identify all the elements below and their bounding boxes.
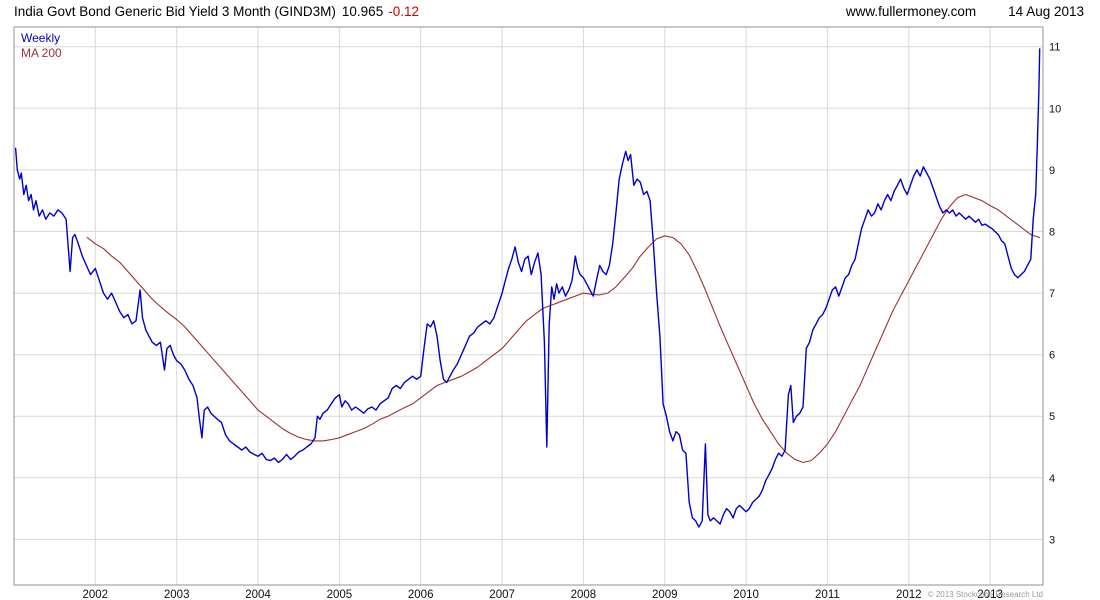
svg-text:2005: 2005: [327, 589, 353, 600]
svg-text:2004: 2004: [245, 589, 271, 600]
page-title: India Govt Bond Generic Bid Yield 3 Mont…: [14, 4, 336, 19]
svg-text:2009: 2009: [652, 589, 678, 600]
svg-text:5: 5: [1049, 411, 1055, 423]
svg-text:2010: 2010: [733, 589, 759, 600]
chart-title-block: India Govt Bond Generic Bid Yield 3 Mont…: [14, 4, 419, 19]
website-text: www.fullermoney.com: [845, 4, 977, 19]
svg-text:2002: 2002: [83, 589, 109, 600]
svg-text:2003: 2003: [164, 589, 190, 600]
chart-legend: Weekly MA 200: [21, 31, 62, 61]
svg-text:2011: 2011: [815, 589, 840, 600]
change-value: -0.12: [388, 4, 419, 19]
legend-ma200-label: MA 200: [21, 46, 62, 60]
svg-text:9: 9: [1049, 165, 1055, 177]
last-value: 10.965: [341, 4, 384, 19]
svg-text:2007: 2007: [489, 589, 515, 600]
svg-text:11: 11: [1049, 42, 1060, 54]
svg-text:6: 6: [1049, 350, 1055, 362]
header-meta: www.fullermoney.com 14 Aug 2013: [846, 4, 1084, 19]
chart-header: India Govt Bond Generic Bid Yield 3 Mont…: [14, 4, 1084, 19]
svg-text:2006: 2006: [408, 589, 434, 600]
legend-weekly-label: Weekly: [21, 31, 61, 45]
date-text: 14 Aug 2013: [1008, 4, 1084, 19]
svg-text:2013: 2013: [977, 589, 1003, 600]
svg-text:2008: 2008: [571, 589, 597, 600]
svg-text:8: 8: [1049, 227, 1055, 239]
svg-text:2012: 2012: [896, 589, 922, 600]
copyright-text: © 2013 Stockcube Research Ltd: [927, 590, 1043, 599]
svg-text:4: 4: [1049, 473, 1055, 485]
svg-text:3: 3: [1049, 534, 1055, 546]
svg-text:7: 7: [1049, 288, 1055, 300]
svg-text:10: 10: [1049, 103, 1061, 115]
